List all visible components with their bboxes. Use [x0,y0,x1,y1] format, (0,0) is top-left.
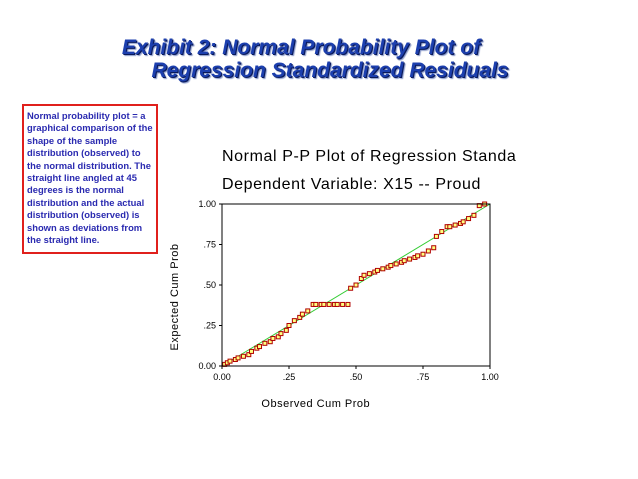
x-tick-label: 1.00 [481,372,499,382]
data-point [286,323,292,328]
data-point [257,344,263,350]
tick-labels-layer: 0.00 .25 .50 .75 1.00 0.00 .25 .50 .75 1.00 [198,199,498,382]
exhibit-title: Exhibit 2: Normal Probability Plot of Re… [0,36,638,82]
data-point [452,222,458,228]
data-point [248,348,254,354]
data-point [380,266,386,272]
exhibit-title-line2: Regression Standardized Residuals [151,59,509,82]
y-tick-label: .25 [203,321,216,331]
data-point [227,358,233,364]
data-point [471,212,477,218]
plot-frame [221,203,491,367]
data-point [270,335,276,341]
data-point [321,301,327,307]
y-tick-label: .50 [203,280,216,290]
data-point [291,318,297,324]
data-point [401,258,407,264]
data-point [240,353,246,359]
chart-title: Normal P-P Plot of Regression Standa [222,148,517,165]
data-point [433,233,439,239]
data-point [420,251,426,257]
data-points-layer [222,201,488,367]
y-tick-label: .75 [203,240,216,250]
data-point [345,301,351,307]
data-point [466,216,472,222]
data-point [425,248,431,254]
exhibit-title-line1: Exhibit 2: Normal Probability Plot of [121,36,481,59]
x-tick-label: .50 [350,372,363,382]
data-point [439,229,445,235]
data-point [313,301,319,307]
data-point [297,314,303,320]
data-point [388,263,394,269]
data-point [366,271,372,277]
data-point [246,352,252,358]
data-point [334,301,340,307]
data-point [275,334,281,340]
data-point [358,276,364,282]
x-tick-label: 0.00 [213,372,231,382]
data-point [262,340,268,346]
data-point [326,301,332,307]
data-point [447,224,453,230]
data-point [415,253,421,259]
chart-subtitle: Dependent Variable: X15 -- Proud [222,176,482,193]
y-axis-label: Expected Cum Prob [169,244,181,351]
x-tick-label: .75 [417,372,430,382]
data-point [361,272,367,278]
data-point [460,219,466,225]
data-point [407,256,413,262]
x-tick-label: .25 [283,372,296,382]
y-tick-label: 0.00 [198,361,216,371]
explanation-note-box: Normal probability plot = a graphical co… [22,104,158,254]
data-point [374,267,380,273]
data-point [283,327,289,333]
data-point [393,261,399,267]
data-point [235,355,241,361]
data-point [353,282,359,288]
data-point [340,301,346,307]
data-point [431,245,437,251]
data-point [348,285,354,291]
y-tick-label: 1.00 [198,199,216,209]
data-point [267,339,273,345]
data-point [278,331,284,337]
x-axis-label: Observed Cum Prob [261,398,370,410]
data-point [305,308,311,314]
explanation-note-text: Normal probability plot = a graphical co… [27,110,153,246]
data-point [299,311,305,317]
